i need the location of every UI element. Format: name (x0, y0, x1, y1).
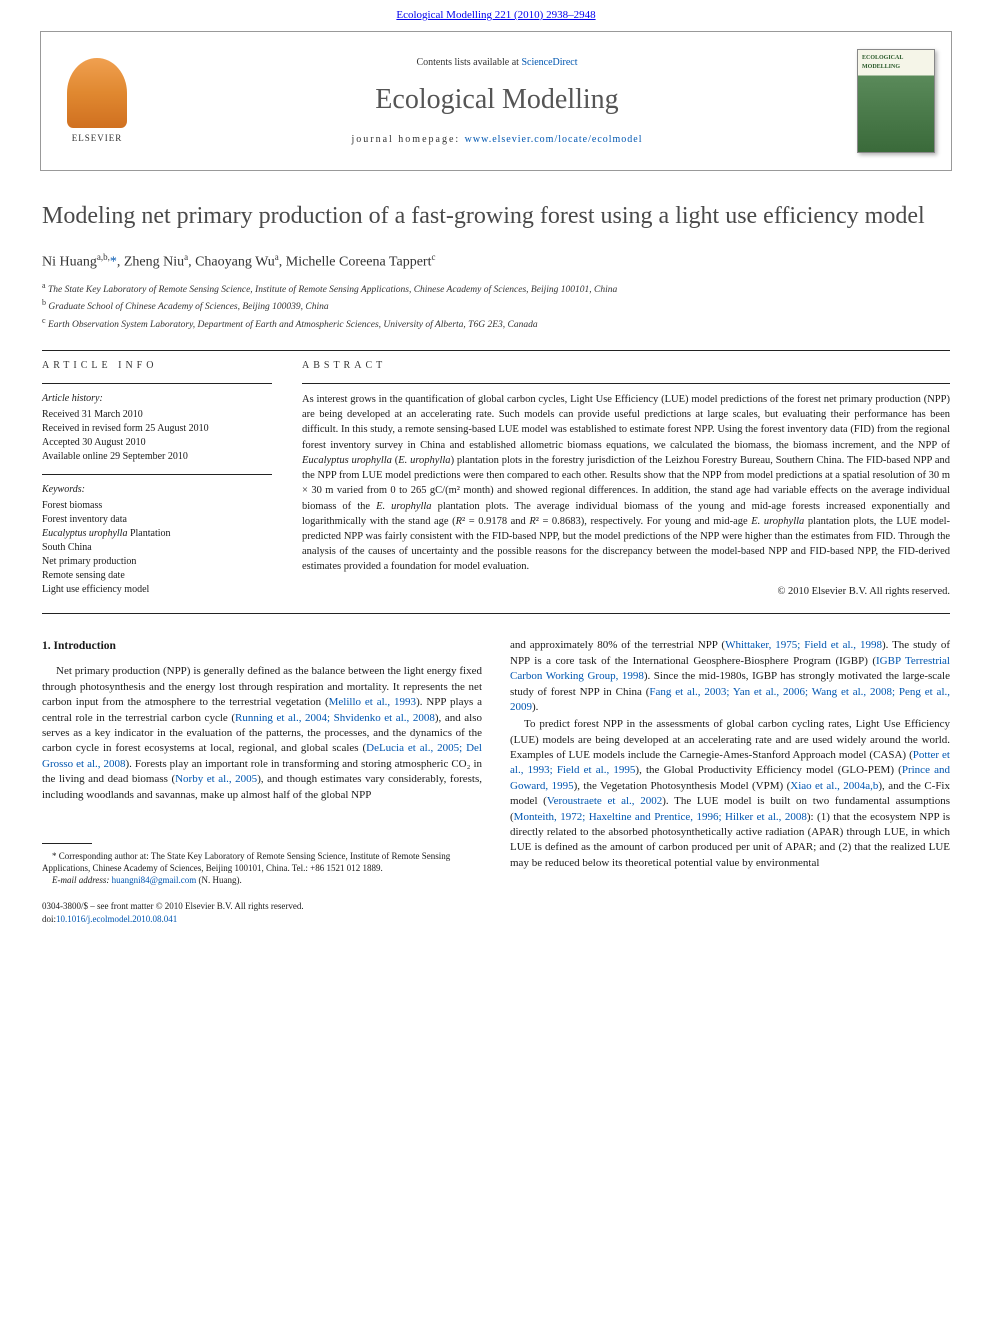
history-list: Received 31 March 2010Received in revise… (42, 408, 272, 464)
info-divider-2 (42, 474, 272, 475)
sciencedirect-link[interactable]: ScienceDirect (521, 57, 577, 68)
homepage-url-link[interactable]: www.elsevier.com/locate/ecolmodel (465, 134, 643, 145)
affiliations-block: a The State Key Laboratory of Remote Sen… (42, 280, 950, 332)
email-suffix: (N. Huang). (196, 875, 242, 885)
journal-citation-header: Ecological Modelling 221 (2010) 2938–294… (0, 0, 992, 31)
footer-doi-line: doi:10.1016/j.ecolmodel.2010.08.041 (42, 913, 482, 925)
banner-center: Contents lists available at ScienceDirec… (137, 56, 857, 147)
corresponding-author-footnote: * Corresponding author at: The State Key… (42, 850, 482, 874)
abstract-copyright: © 2010 Elsevier B.V. All rights reserved… (302, 585, 950, 600)
intro-heading: 1. Introduction (42, 638, 482, 654)
email-footnote: E-mail address: huangni84@gmail.com (N. … (42, 874, 482, 886)
elsevier-name: ELSEVIER (72, 132, 123, 145)
affiliation-line: c Earth Observation System Laboratory, D… (42, 315, 950, 332)
homepage-line: journal homepage: www.elsevier.com/locat… (157, 133, 837, 147)
info-abstract-row: ARTICLE INFO Article history: Received 3… (42, 359, 950, 599)
history-item: Received 31 March 2010 (42, 408, 272, 422)
section-divider (42, 350, 950, 351)
keywords-label: Keywords: (42, 483, 272, 497)
email-label: E-mail address: (52, 875, 112, 885)
intro-paragraph-1a: Net primary production (NPP) is generall… (42, 664, 482, 803)
citation-link[interactable]: DeLucia et al., 2005; Del Grosso et al.,… (42, 742, 482, 769)
author-email-link[interactable]: huangni84@gmail.com (112, 875, 197, 885)
citation-link[interactable]: IGBP Terrestrial Carbon Working Group, 1… (510, 655, 950, 682)
citation-link[interactable]: Melillo et al., 1993 (329, 696, 416, 708)
elsevier-tree-icon (67, 58, 127, 128)
footer-block: 0304-3800/$ – see front matter © 2010 El… (42, 900, 482, 924)
keyword-item: Eucalyptus urophylla Plantation (42, 527, 272, 541)
citation-link[interactable]: Running et al., 2004; Shvidenko et al., … (235, 712, 435, 724)
contents-line: Contents lists available at ScienceDirec… (157, 56, 837, 70)
doi-label: doi: (42, 914, 56, 924)
authors-line: Ni Huanga,b,*, Zheng Niua, Chaoyang Wua,… (42, 251, 950, 272)
intro-paragraph-2: To predict forest NPP in the assessments… (510, 717, 950, 871)
keyword-item: Forest biomass (42, 499, 272, 513)
article-title: Modeling net primary production of a fas… (42, 201, 950, 232)
keyword-item: Remote sensing date (42, 569, 272, 583)
history-label: Article history: (42, 392, 272, 406)
keyword-item: South China (42, 541, 272, 555)
contents-text: Contents lists available at (416, 57, 521, 68)
info-divider (42, 383, 272, 384)
citation-link[interactable]: Potter et al., 1993; Field et al., 1995 (510, 749, 950, 776)
keywords-list: Forest biomassForest inventory dataEucal… (42, 499, 272, 597)
body-two-column: 1. Introduction Net primary production (… (42, 638, 950, 924)
cover-title-text: ECOLOGICAL MODELLING (862, 54, 934, 71)
footer-copyright: 0304-3800/$ – see front matter © 2010 El… (42, 900, 482, 912)
affiliation-line: a The State Key Laboratory of Remote Sen… (42, 280, 950, 297)
footnote-separator (42, 843, 92, 844)
abstract-divider (302, 383, 950, 384)
journal-banner: ELSEVIER Contents lists available at Sci… (40, 31, 952, 171)
elsevier-logo: ELSEVIER (57, 51, 137, 151)
article-info-panel: ARTICLE INFO Article history: Received 3… (42, 359, 272, 599)
affiliation-line: b Graduate School of Chinese Academy of … (42, 297, 950, 314)
abstract-heading: ABSTRACT (302, 359, 950, 373)
homepage-label: journal homepage: (351, 134, 464, 145)
journal-cover-thumbnail: ECOLOGICAL MODELLING (857, 49, 935, 153)
keyword-item: Forest inventory data (42, 513, 272, 527)
citation-link[interactable]: Veroustraete et al., 2002 (547, 795, 662, 807)
intro-paragraph-1b: and approximately 80% of the terrestrial… (510, 638, 950, 715)
citation-link[interactable]: Monteith, 1972; Haxeltine and Prentice, … (514, 811, 807, 823)
journal-name: Ecological Modelling (157, 80, 837, 119)
history-item: Received in revised form 25 August 2010 (42, 422, 272, 436)
article-info-heading: ARTICLE INFO (42, 359, 272, 373)
citation-link[interactable]: Norby et al., 2005 (175, 773, 257, 785)
history-item: Available online 29 September 2010 (42, 450, 272, 464)
journal-citation-link[interactable]: Ecological Modelling 221 (2010) 2938–294… (396, 9, 595, 21)
abstract-text: As interest grows in the quantification … (302, 392, 950, 575)
citation-link[interactable]: Whittaker, 1975; Field et al., 1998 (725, 639, 882, 651)
history-item: Accepted 30 August 2010 (42, 436, 272, 450)
citation-link[interactable]: Fang et al., 2003; Yan et al., 2006; Wan… (510, 686, 950, 713)
abstract-panel: ABSTRACT As interest grows in the quanti… (302, 359, 950, 599)
keyword-item: Light use efficiency model (42, 583, 272, 597)
full-divider (42, 613, 950, 614)
doi-link[interactable]: 10.1016/j.ecolmodel.2010.08.041 (56, 914, 177, 924)
citation-link[interactable]: Xiao et al., 2004a,b (790, 780, 878, 792)
keyword-item: Net primary production (42, 555, 272, 569)
